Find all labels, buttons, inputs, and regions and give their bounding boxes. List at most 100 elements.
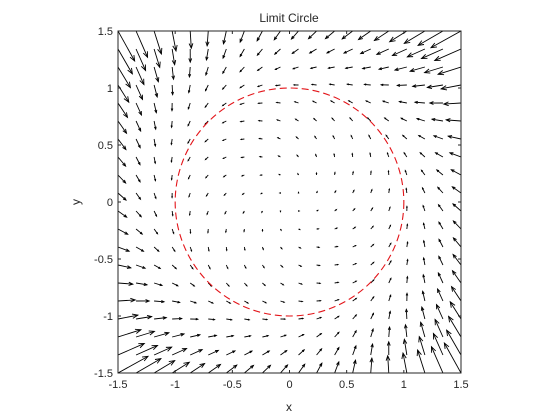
vector-arrow [350,134,354,140]
vector-arrow [417,134,426,140]
vector-arrow [352,263,358,266]
vector-arrow [153,48,161,69]
vector-arrow [226,350,237,356]
vector-arrow [118,174,127,184]
vector-arrow [388,187,391,194]
x-tick-label: -1.5 [109,379,128,391]
y-axis-label: y [69,199,83,205]
vector-arrow [187,156,191,162]
vector-arrow [262,334,270,338]
vector-arrow [404,169,408,176]
vector-arrow [207,246,210,252]
vector-arrow [334,189,337,194]
vector-arrow [205,48,209,62]
vector-arrow [438,221,444,230]
vector-arrow [118,102,129,119]
vector-arrow [261,210,263,214]
vector-arrow [422,222,426,230]
y-tick-label: 1.5 [98,26,113,38]
vector-arrow [315,153,317,158]
vector-arrow [430,118,444,122]
vector-arrow [298,317,305,320]
vector-arrow [386,151,390,158]
vector-arrow [188,210,191,217]
vector-arrow [316,282,322,285]
vector-arrow [315,171,318,176]
vector-arrow [221,120,227,124]
vector-arrow [437,271,444,284]
vector-arrow [189,264,194,270]
vector-arrow [262,282,267,287]
vector-arrow [370,188,373,194]
vector-arrow [239,31,245,44]
vector-arrow [451,269,461,284]
vector-field [118,31,461,373]
vector-arrow [370,243,375,248]
vector-arrow [153,282,164,287]
vector-arrow [447,315,461,338]
vector-arrow [118,297,137,303]
x-axis: -1.5 -1 -0.5 0 0.5 1 1.5 [109,31,469,391]
x-axis-label: x [286,400,292,414]
vector-arrow [290,31,299,40]
vector-arrow [189,228,192,235]
x-tick-label: -1 [170,379,180,391]
vector-arrow [257,119,263,122]
vector-arrow [312,117,317,122]
vector-arrow [364,100,371,104]
vector-arrow [153,264,162,270]
vector-arrow [432,332,444,356]
vector-arrow [333,152,336,158]
vector-arrow [334,360,340,373]
vector-arrow [316,190,318,194]
vector-arrow [341,31,353,40]
vector-arrow [298,363,306,373]
vector-arrow [118,246,131,252]
vector-arrow [171,246,176,253]
vector-arrow [347,100,353,104]
vector-arrow [421,186,426,194]
vector-arrow [280,318,287,320]
vector-arrow [418,335,426,356]
chart-title: Limit Circle [259,11,319,25]
vector-arrow [274,66,281,71]
vector-arrow [419,151,426,158]
vector-arrow [204,102,209,109]
x-tick-label: 1.5 [453,379,468,391]
vector-arrow [437,287,444,302]
vector-arrow [387,169,390,176]
vector-arrow [385,134,390,140]
vector-arrow [118,328,143,338]
vector-arrow [221,84,227,90]
vector-arrow [190,317,200,321]
vector-arrow [262,246,264,251]
vector-arrow [118,342,146,356]
vector-arrow [239,120,245,123]
vector-arrow [135,344,159,356]
vector-arrow [262,350,271,356]
vector-arrow [239,48,245,58]
vector-arrow [205,66,209,77]
vector-arrow [334,346,340,356]
vector-arrow [153,228,159,235]
x-tick-label: 1 [401,379,407,391]
vector-arrow [188,66,192,79]
vector-arrow [352,297,358,302]
vector-arrow [154,316,168,320]
vector-arrow [298,264,303,267]
vector-arrow [153,174,157,182]
vector-arrow [316,347,323,356]
vector-arrow [430,345,444,373]
vector-arrow [381,100,389,104]
vector-arrow [259,174,263,176]
vector-arrow [346,83,353,86]
vector-arrow [118,156,127,168]
vector-arrow [135,315,153,320]
vector-arrow [187,102,191,110]
vector-arrow [446,135,461,140]
vector-arrow [241,192,245,196]
vector-arrow [225,246,228,252]
vector-arrow [189,282,196,287]
vector-arrow [388,206,391,212]
